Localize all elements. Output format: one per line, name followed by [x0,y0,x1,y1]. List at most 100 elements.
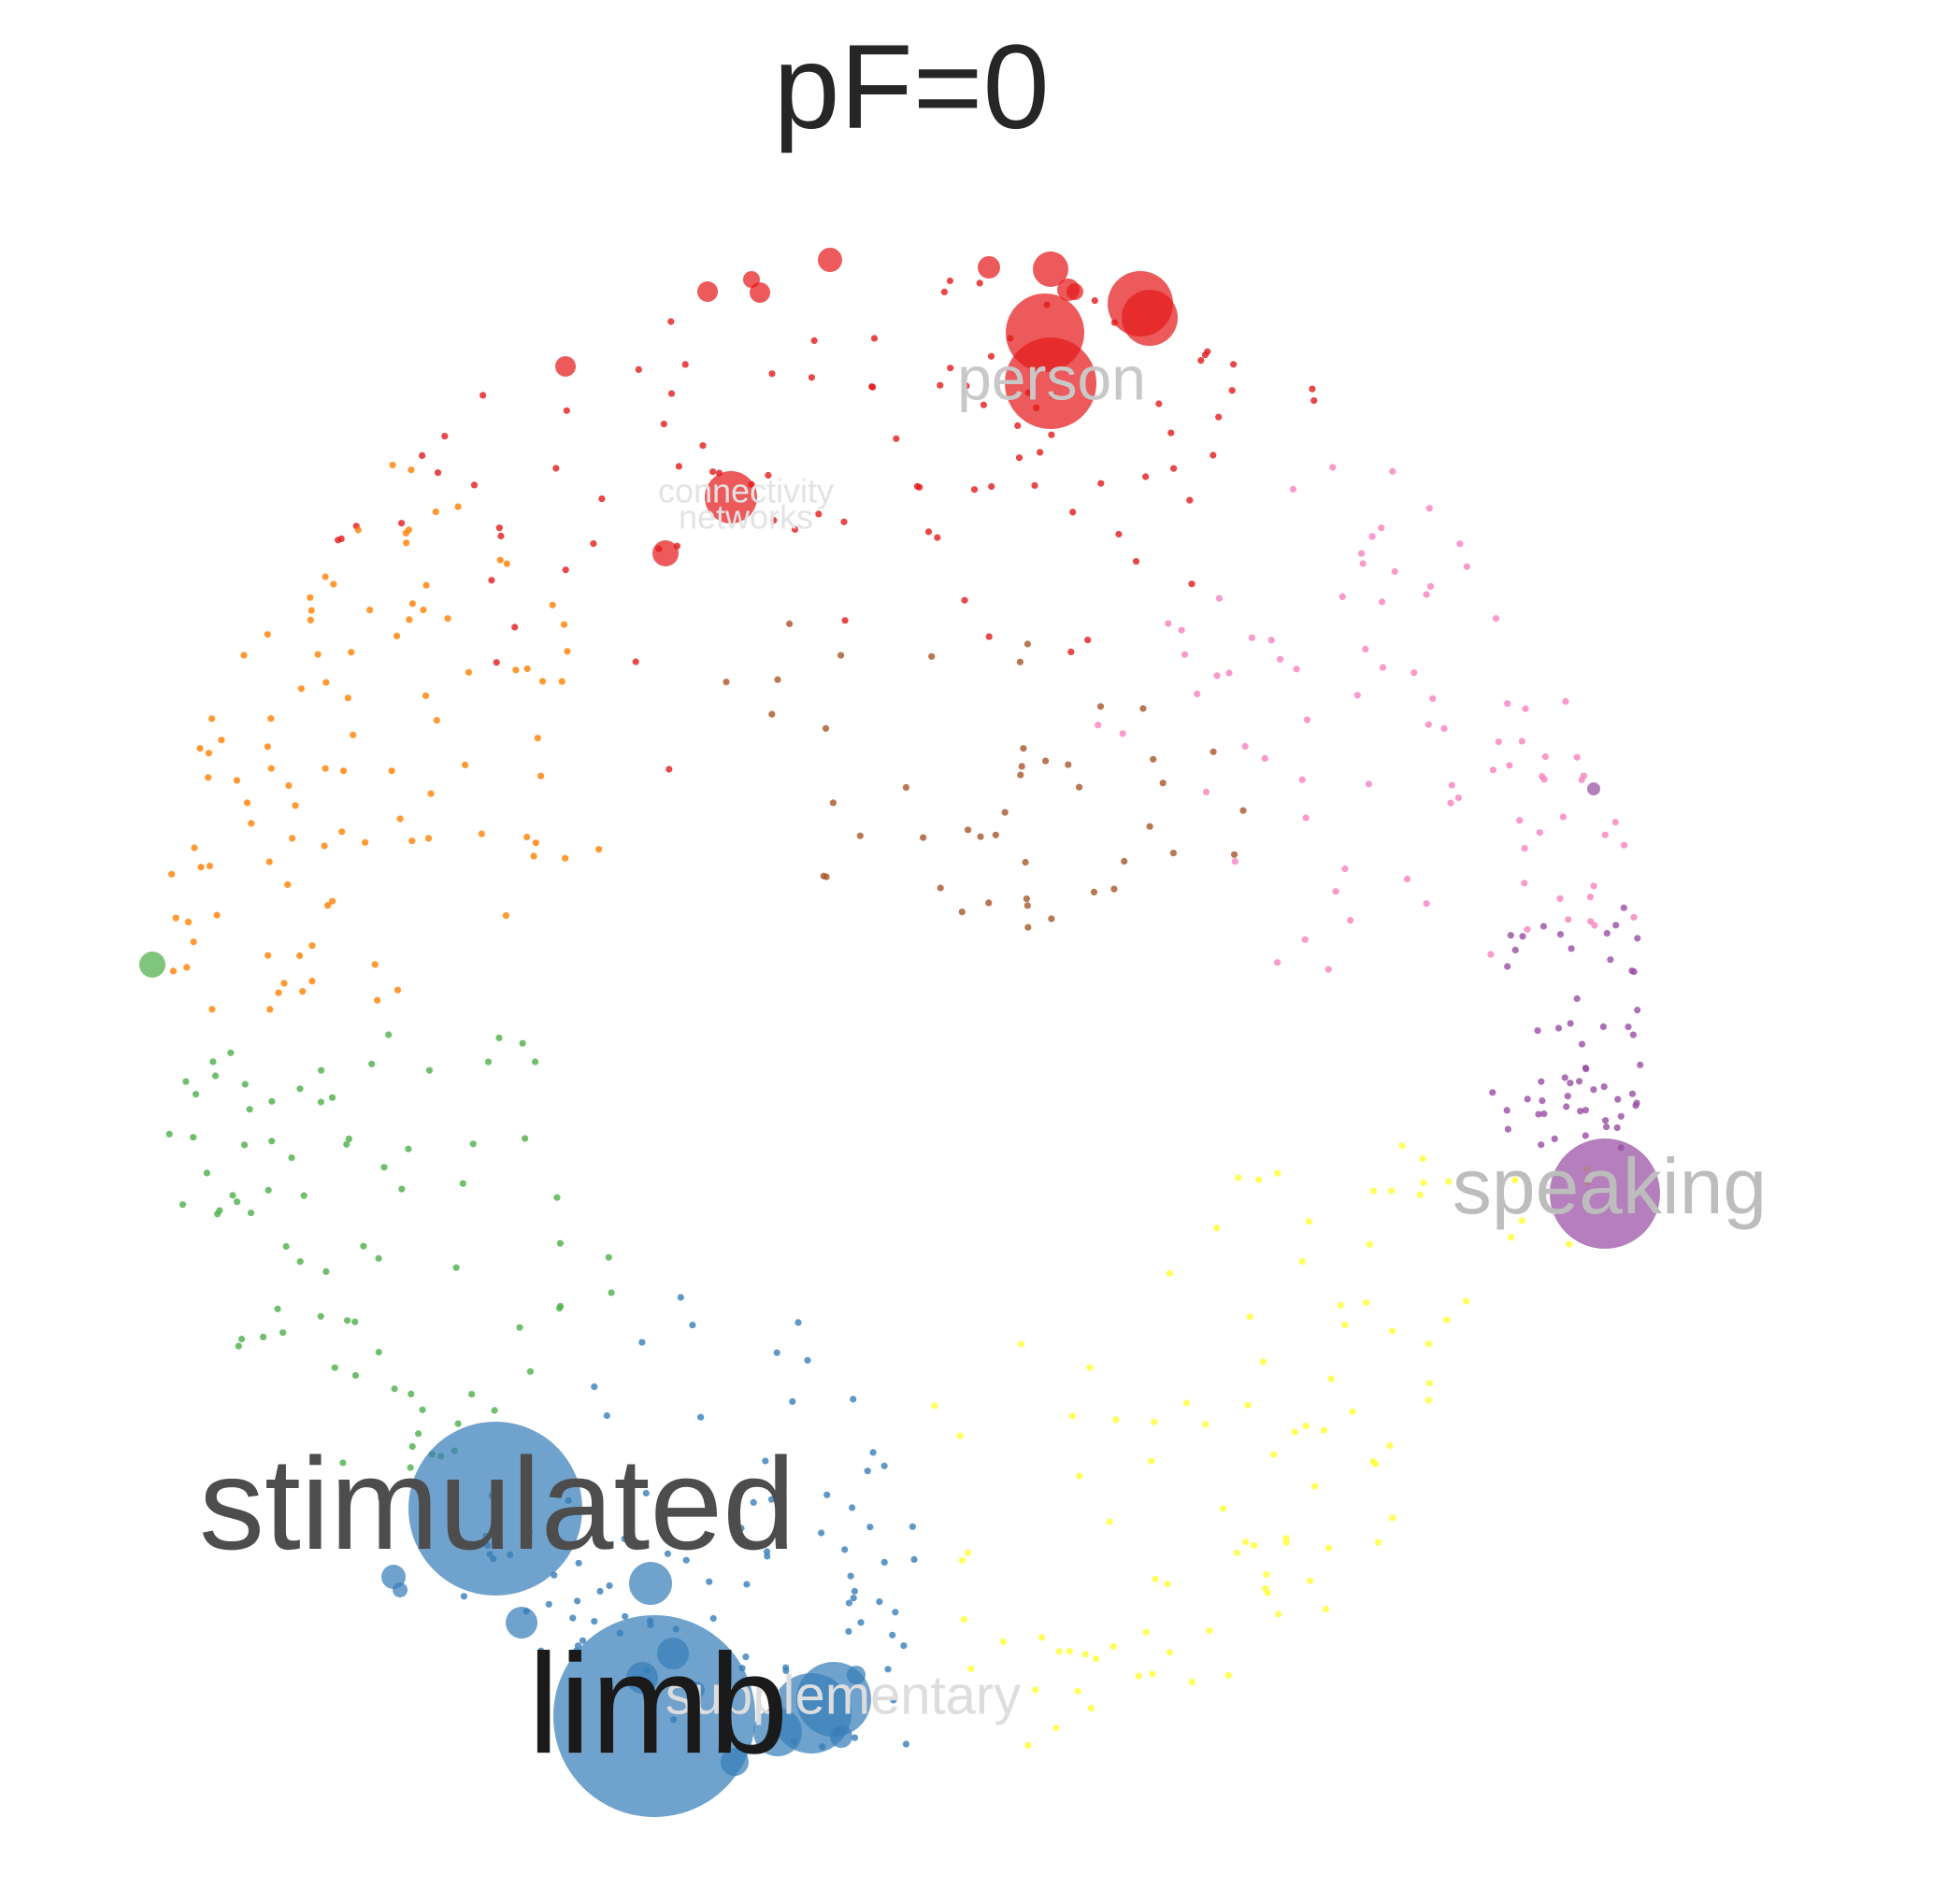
node-purple-dot-181 [1582,1132,1589,1139]
node-yellow-dot-240 [1074,1687,1081,1695]
node-yellow-dot-309 [1419,1155,1426,1163]
node-yellow-dot-243 [1325,1544,1333,1552]
node-yellow-dot-278 [1076,1472,1083,1480]
node-pink-dot-161 [1248,634,1255,641]
node-red-dot-88 [1091,297,1098,305]
node-red-hub-5 [705,471,757,523]
node-red-dot-62 [480,392,487,399]
node-green-dot-491 [380,1164,388,1171]
node-brown-dot-626 [985,899,993,907]
node-yellow-dot-319 [1255,1176,1263,1183]
node-orange-dot-551 [389,461,396,469]
node-orange-dot-539 [205,750,212,757]
node-orange-dot-512 [322,679,330,686]
node-orange-dot-587 [465,668,472,676]
node-green-dot-465 [368,1060,376,1067]
node-blue-dot-417 [850,1595,857,1602]
node-pink-dot-154 [1590,882,1597,890]
node-yellow-dot-242 [1302,1423,1310,1430]
node-brown-dot-612 [1121,857,1128,866]
node-blue-dot-376 [677,1294,684,1301]
node-blue-dot-374 [575,1559,582,1567]
node-blue-dot-383 [880,1558,888,1566]
node-blue-dot-409 [845,1627,852,1635]
node-green-dot-464 [519,1039,526,1047]
node-orange-dot-532 [344,694,351,702]
node-green-dot-436 [318,1067,325,1074]
node-pink-dot-105 [1178,626,1185,634]
node-orange-dot-598 [348,649,355,656]
node-yellow-dot-252 [1182,1399,1190,1407]
label-networks: networks [679,498,813,537]
node-blue-dot-357 [569,1614,577,1622]
node-pink-dot-175 [1495,738,1502,746]
node-brown-dot-628 [1159,780,1167,787]
node-orange-dot-590 [264,631,271,638]
node-brown-dot-614 [958,909,966,916]
node-purple-dot-232 [1535,1110,1542,1118]
node-green-dot-472 [484,1058,493,1066]
node-orange-dot-511 [208,715,216,723]
node-brown-dot-603 [1001,809,1009,816]
node-pink-dot-96 [1378,524,1385,532]
node-yellow-dot-326 [1389,1327,1396,1335]
node-purple-dot-214 [1503,1107,1510,1114]
node-yellow-dot-290 [1066,1648,1073,1655]
node-pink-dot-107 [1119,730,1126,737]
node-yellow-dot-294 [1366,1240,1373,1248]
node-orange-dot-567 [408,600,416,608]
node-blue-dot-375 [900,1642,908,1650]
node-red-dot-8 [961,596,968,604]
node-red-dot-89 [815,510,823,518]
node-blue-dot-380 [890,1696,897,1704]
node-blue-dot-398 [767,1496,776,1503]
node-pink-dot-103 [1516,817,1524,824]
node-red-dot-19 [1210,451,1217,459]
node-yellow-dot-281 [1213,1224,1221,1232]
node-red-dot-85 [1132,558,1140,565]
node-orange-dot-519 [196,745,204,752]
node-green-dot-458 [378,1494,385,1501]
node-orange-dot-595 [233,777,241,784]
node-purple-dot-193 [1599,1023,1607,1030]
node-brown-dot-616 [902,783,910,792]
node-red-dot-24 [1084,637,1092,644]
node-red-dot-82 [590,540,597,548]
node-yellow-dot-275 [1087,1705,1095,1712]
node-yellow-dot-288 [1233,1549,1240,1556]
node-yellow-dot-303 [1311,1482,1319,1490]
node-purple-dot-186 [1538,1078,1545,1085]
node-orange-dot-518 [197,864,205,871]
node-red-dot-26 [976,279,983,287]
node-blue-node-13 [830,1725,852,1748]
node-orange-dot-505 [403,539,410,547]
node-brown-dot-602 [1023,895,1030,903]
node-red-dot-71 [1067,648,1075,656]
node-pink-dot-101 [1556,895,1564,903]
node-yellow-dot-299 [1219,1505,1227,1512]
node-green-dot-433 [190,1134,197,1141]
node-red-dot-70 [470,481,479,489]
node-pink-dot-109 [1225,669,1233,677]
node-red-dot-17 [562,566,569,574]
node-blue-dot-402 [880,1462,888,1469]
node-red-dot-18 [765,471,772,480]
node-orange-dot-599 [321,842,328,850]
node-red-dot-35 [810,336,818,344]
node-red-dot-68 [841,617,849,624]
node-purple-dot-233 [1602,1117,1610,1124]
node-orange-dot-510 [374,996,381,1004]
node-yellow-dot-259 [1291,1428,1298,1436]
node-yellow-dot-324 [1508,1234,1515,1241]
node-pink-dot-118 [1298,776,1306,783]
node-purple-dot-189 [1556,931,1565,938]
node-pink-dot-144 [1267,637,1275,644]
node-blue-dot-335 [709,1614,717,1623]
node-green-dot-443 [192,1091,200,1098]
node-yellow-dot-277 [1443,1316,1451,1324]
node-purple-dot-196 [1507,932,1514,939]
node-red-dot-83 [1309,385,1316,393]
node-brown-dot-606 [1150,755,1157,763]
node-red-dot-38 [893,435,900,442]
